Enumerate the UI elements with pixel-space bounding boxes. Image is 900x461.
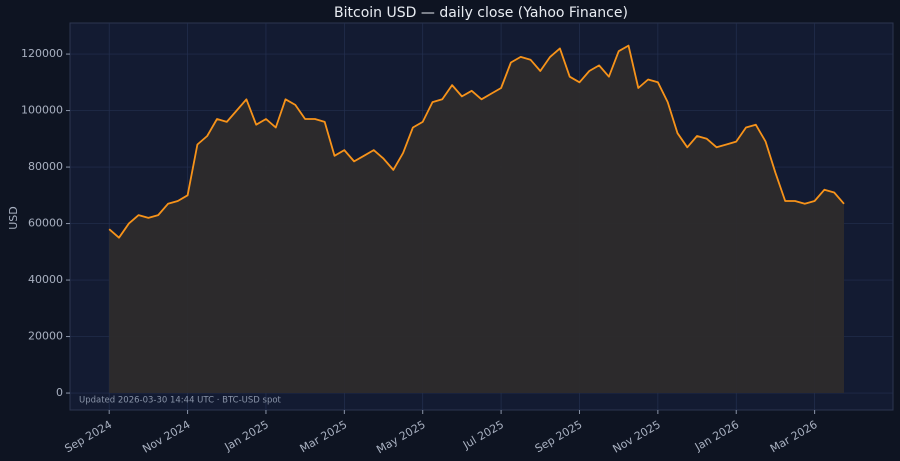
y-tick-label: 40000 — [28, 273, 63, 286]
y-tick-label: 120000 — [21, 47, 63, 60]
line — [108, 44, 845, 239]
y-tick-label: 80000 — [28, 160, 63, 173]
y-tick-label: 20000 — [28, 330, 63, 343]
area — [109, 45, 845, 394]
annotation: Updated 2026-03-30 14:44 UTC · BTC-USD s… — [79, 396, 282, 406]
y-tick-label: 0 — [56, 386, 63, 399]
chart-title: Bitcoin USD — daily close (Yahoo Finance… — [334, 5, 628, 21]
y-tick-label: 100000 — [21, 104, 63, 117]
y-axis-label: USD — [7, 206, 20, 230]
y-tick-label: 60000 — [28, 217, 63, 230]
